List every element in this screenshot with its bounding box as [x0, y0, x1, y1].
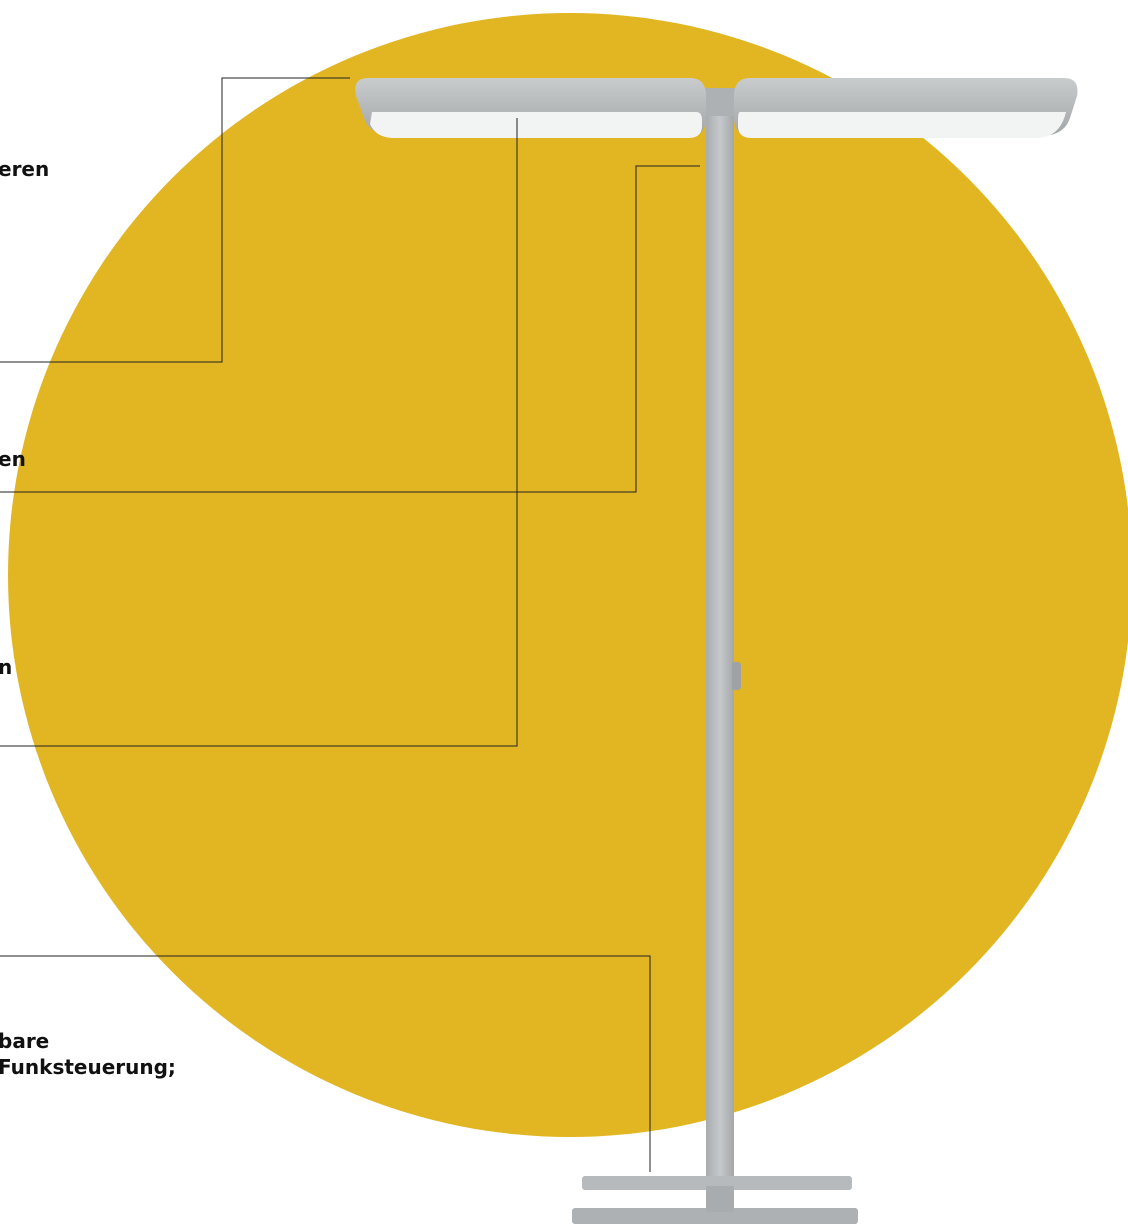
- lamp-pole: [706, 88, 734, 1188]
- label-pole-mid: en: [0, 446, 26, 472]
- label-base-line2: Funksteuerung;: [0, 1055, 176, 1079]
- leader-line-2: [0, 165, 700, 493]
- leader-line-3: [0, 118, 518, 747]
- head-connector: [700, 88, 740, 116]
- label-diffuser-top: eren: [0, 156, 49, 182]
- lamp-base-top: [582, 1176, 852, 1190]
- leader-line-4: [0, 955, 651, 1172]
- label-pole-mid-text: en: [0, 447, 26, 471]
- label-base-line1: bare: [0, 1029, 50, 1053]
- leader-line-1: [0, 77, 350, 363]
- lamp-base-stem: [706, 1186, 734, 1212]
- background-circle: [8, 13, 1128, 1137]
- pole-switch: [732, 662, 741, 690]
- right-lamp-diffuser: [738, 112, 1066, 138]
- label-base: bare Funksteuerung;: [0, 1028, 176, 1080]
- label-diffuser-low-text: n: [0, 655, 13, 679]
- label-diffuser-low: n: [0, 654, 12, 680]
- lamp-base-bottom: [572, 1208, 858, 1224]
- label-diffuser-top-text: eren: [0, 157, 50, 181]
- left-lamp-diffuser: [370, 112, 702, 138]
